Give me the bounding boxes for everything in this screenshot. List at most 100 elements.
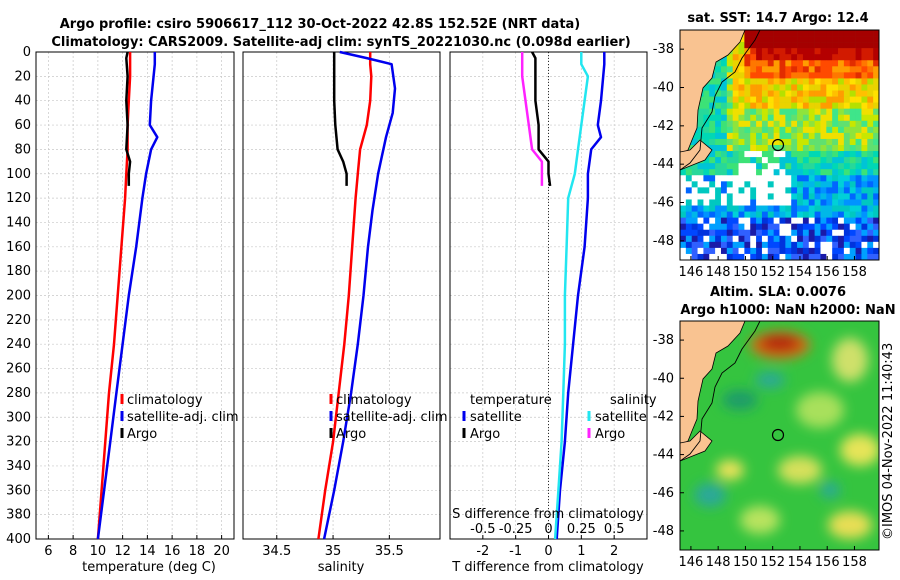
- sst-cell: [767, 48, 774, 55]
- sst-cell: [873, 205, 879, 212]
- sst-cell: [685, 253, 692, 260]
- sst-cell: [703, 223, 710, 231]
- sst-cell: [791, 72, 798, 79]
- sst-cell: [838, 126, 845, 134]
- sst-cell: [779, 175, 786, 182]
- sst-cell: [855, 138, 862, 146]
- sst-cell: [808, 199, 815, 206]
- sst-cell: [797, 223, 804, 231]
- sst-cell: [761, 60, 769, 67]
- sst-cell: [843, 96, 851, 103]
- sst-cell: [697, 132, 704, 140]
- sst-cell: [720, 78, 728, 85]
- map-y-tick-label: -42: [653, 119, 674, 134]
- sst-cell: [709, 84, 716, 91]
- sst-cell: [691, 235, 698, 243]
- sst-cell: [814, 48, 821, 55]
- sst-cell: [715, 229, 722, 237]
- sst-cell: [750, 102, 757, 109]
- sst-cell: [720, 145, 728, 152]
- sst-cell: [802, 157, 810, 164]
- sst-cell: [773, 54, 780, 61]
- sst-cell: [802, 211, 810, 218]
- sst-cell: [808, 253, 815, 260]
- sst-cell: [826, 235, 833, 243]
- sst-cell: [791, 102, 798, 109]
- sst-cell: [744, 42, 751, 49]
- y-tick-label: 140: [6, 215, 31, 230]
- sst-cell: [720, 120, 728, 128]
- sst-cell: [791, 235, 798, 243]
- sst-cell: [732, 138, 739, 146]
- sst-cell: [832, 187, 839, 194]
- sst-cell: [720, 157, 728, 164]
- sst-cell: [832, 138, 839, 146]
- sst-cell: [697, 205, 704, 212]
- sst-cell: [867, 229, 874, 237]
- sst-cell: [726, 169, 733, 176]
- salinity-panel: 34.5 35 35.5 climatology satellite-adj. clim…: [242, 50, 448, 559]
- sst-cell: [761, 66, 769, 73]
- sst-cell: [732, 235, 739, 243]
- sst-cell: [791, 108, 798, 116]
- sst-cell: [680, 187, 687, 194]
- legend-label: satellite: [470, 410, 522, 425]
- sst-cell: [861, 205, 868, 212]
- sst-cell: [838, 60, 845, 67]
- sst-cell: [680, 229, 687, 237]
- sst-cell: [855, 72, 862, 79]
- sst-cell: [855, 247, 862, 255]
- sst-cell: [715, 132, 722, 140]
- sst-cell: [826, 120, 833, 128]
- sst-cell: [867, 54, 874, 61]
- sst-cell: [867, 205, 874, 212]
- sst-cell: [785, 120, 792, 128]
- sst-cell: [849, 126, 856, 134]
- sst-cell: [855, 102, 862, 109]
- sst-cell: [832, 66, 839, 73]
- sst-cell: [832, 36, 839, 43]
- sst-cell: [808, 120, 815, 128]
- map-y-tick-label: -40: [653, 371, 674, 386]
- sst-cell: [697, 223, 704, 231]
- sst-cell: [756, 60, 763, 67]
- sst-cell: [820, 193, 827, 200]
- sst-cell: [773, 120, 780, 128]
- sst-cell: [867, 84, 874, 91]
- sst-cell: [849, 84, 856, 91]
- sst-cell: [849, 199, 856, 206]
- sst-cell: [773, 30, 780, 37]
- sst-cell: [732, 90, 739, 97]
- sst-cell: [867, 132, 874, 140]
- sst-cell: [843, 78, 851, 85]
- sst-cell: [738, 138, 745, 146]
- sst-cell: [832, 114, 839, 122]
- sst-cell: [756, 151, 763, 158]
- sst-cell: [685, 223, 692, 231]
- sst-cell: [873, 42, 879, 49]
- sst-cell: [709, 229, 716, 237]
- sst-cell: [785, 217, 792, 224]
- sst-cell: [750, 36, 757, 43]
- y-tick-label: 0: [23, 45, 31, 60]
- sst-cell: [849, 163, 856, 170]
- sst-cell: [773, 163, 780, 170]
- sst-cell: [697, 241, 704, 249]
- sst-cell: [838, 205, 845, 212]
- sst-cell: [838, 54, 845, 61]
- sst-cell: [832, 211, 839, 218]
- sst-cell: [873, 60, 879, 67]
- sst-cell: [709, 205, 716, 212]
- map-x-tick-label: 150: [733, 555, 758, 570]
- y-tick-label: 120: [6, 191, 31, 206]
- legend-label: satellite-adj. clim: [127, 410, 239, 425]
- sst-cell: [826, 108, 833, 116]
- sst-cell: [750, 157, 757, 164]
- sst-cell: [738, 84, 745, 91]
- sst-cell: [761, 108, 769, 116]
- sst-cell: [820, 48, 827, 55]
- sst-cell: [832, 229, 839, 237]
- sst-cell: [738, 181, 745, 188]
- sst-cell: [691, 217, 698, 224]
- map-y-tick-label: -38: [653, 333, 674, 348]
